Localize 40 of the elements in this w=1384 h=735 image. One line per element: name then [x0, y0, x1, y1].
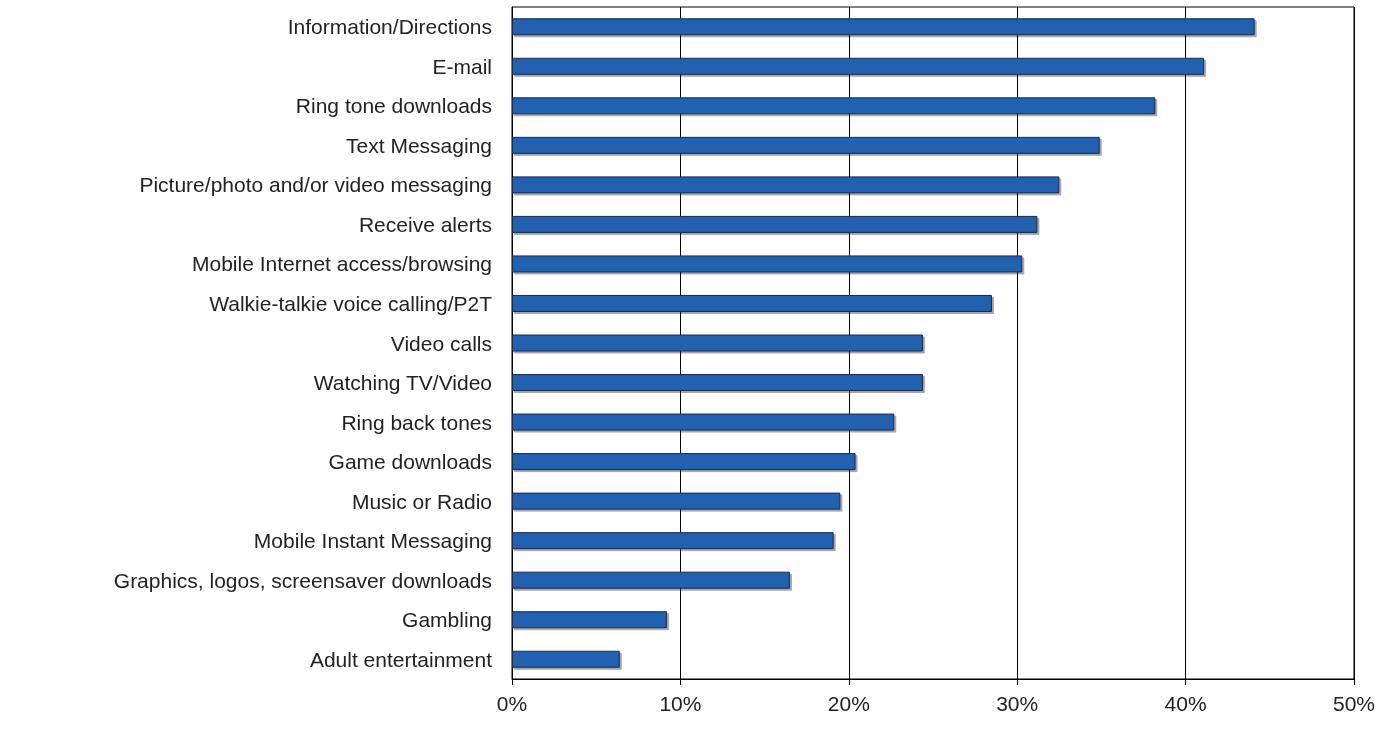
bar	[512, 334, 923, 352]
bar	[512, 255, 1023, 273]
bar	[512, 374, 923, 392]
y-tick-label: Gambling	[402, 608, 492, 632]
bar	[512, 413, 895, 431]
y-tick-label: Game downloads	[328, 450, 492, 474]
y-tick-label: Information/Directions	[287, 15, 492, 39]
y-tick-label: Video calls	[390, 331, 492, 355]
bar	[512, 294, 992, 312]
y-tick-label: Mobile Instant Messaging	[253, 529, 492, 553]
x-tick-label: 20%	[827, 692, 870, 715]
bar	[512, 57, 1205, 75]
y-tick-label: Receive alerts	[358, 212, 492, 236]
x-tick-label: 0%	[496, 692, 528, 715]
bar	[512, 611, 667, 629]
y-tick-label: Adult entertainment	[309, 647, 493, 671]
y-tick-label: Ring tone downloads	[295, 94, 492, 118]
bar	[512, 18, 1255, 36]
x-tick-label: 10%	[659, 692, 702, 715]
x-tick-label: 40%	[1164, 692, 1207, 715]
y-tick-label: Text Messaging	[346, 133, 492, 157]
bar	[512, 215, 1038, 233]
x-tick-label: 50%	[1332, 692, 1376, 715]
y-tick-label: Music or Radio	[351, 489, 492, 513]
bar	[512, 650, 620, 668]
y-tick-label: Graphics, logos, screensaver downloads	[113, 568, 492, 592]
x-tick-label: 30%	[996, 692, 1039, 715]
y-tick-label: E-mail	[432, 54, 492, 78]
bar	[512, 571, 790, 589]
bar	[512, 492, 841, 510]
y-tick-label: Walkie-talkie voice calling/P2T	[209, 291, 493, 315]
bar	[512, 532, 834, 550]
y-tick-label: Mobile Internet access/browsing	[192, 252, 492, 276]
bar	[512, 136, 1100, 154]
y-tick-label: Ring back tones	[341, 410, 492, 434]
y-tick-label: Picture/photo and/or video messaging	[139, 173, 492, 197]
bar	[512, 97, 1156, 115]
bar	[512, 453, 856, 471]
y-tick-label: Watching TV/Video	[313, 371, 492, 395]
bar	[512, 176, 1060, 194]
